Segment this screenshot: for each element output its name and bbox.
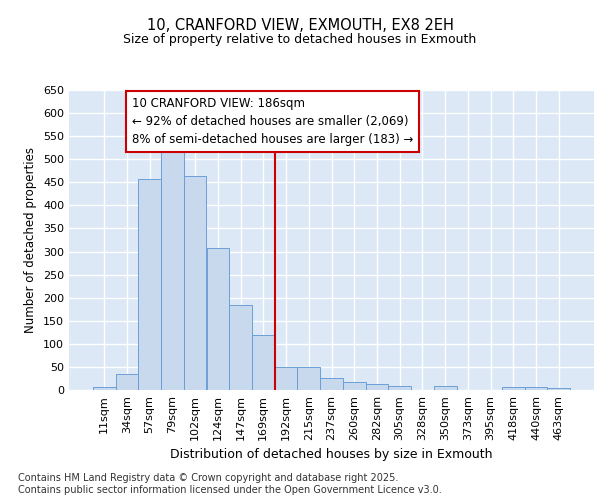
Bar [547, 388, 570, 390]
Bar [524, 387, 547, 390]
Y-axis label: Number of detached properties: Number of detached properties [25, 147, 37, 333]
Text: 10 CRANFORD VIEW: 186sqm
← 92% of detached houses are smaller (2,069)
8% of semi: 10 CRANFORD VIEW: 186sqm ← 92% of detach… [131, 97, 413, 146]
Bar [365, 384, 388, 390]
Bar [184, 176, 206, 390]
Bar [502, 387, 524, 390]
Bar [252, 334, 275, 390]
Bar [229, 305, 252, 390]
Bar [275, 367, 298, 390]
Bar [161, 146, 184, 390]
Text: Contains HM Land Registry data © Crown copyright and database right 2025.
Contai: Contains HM Land Registry data © Crown c… [18, 474, 442, 495]
Bar [320, 378, 343, 390]
Bar [388, 386, 411, 390]
Bar [116, 374, 139, 390]
X-axis label: Distribution of detached houses by size in Exmouth: Distribution of detached houses by size … [170, 448, 493, 462]
Text: 10, CRANFORD VIEW, EXMOUTH, EX8 2EH: 10, CRANFORD VIEW, EXMOUTH, EX8 2EH [146, 18, 454, 32]
Text: Size of property relative to detached houses in Exmouth: Size of property relative to detached ho… [124, 32, 476, 46]
Bar [93, 387, 116, 390]
Bar [434, 386, 457, 390]
Bar [343, 382, 365, 390]
Bar [139, 179, 161, 390]
Bar [206, 248, 229, 390]
Bar [298, 367, 320, 390]
